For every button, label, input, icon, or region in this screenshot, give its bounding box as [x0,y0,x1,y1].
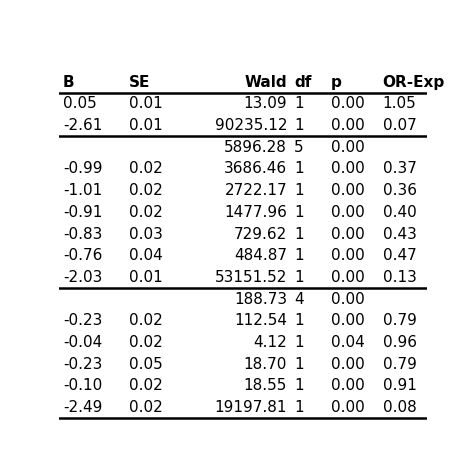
Text: OR-Exp: OR-Exp [383,75,445,90]
Text: -0.04: -0.04 [63,335,102,350]
Text: 1: 1 [294,356,304,372]
Text: -0.83: -0.83 [63,227,102,242]
Text: 18.55: 18.55 [244,378,287,393]
Text: p: p [331,75,342,90]
Text: 4.12: 4.12 [253,335,287,350]
Text: df: df [294,75,312,90]
Text: 0.00: 0.00 [331,270,365,285]
Text: 0.04: 0.04 [129,248,163,263]
Text: -2.03: -2.03 [63,270,102,285]
Text: 1: 1 [294,313,304,328]
Text: 0.00: 0.00 [331,356,365,372]
Text: 1: 1 [294,162,304,176]
Text: 0.01: 0.01 [129,97,163,111]
Text: 0.00: 0.00 [331,162,365,176]
Text: 0.02: 0.02 [129,313,163,328]
Text: 0.43: 0.43 [383,227,416,242]
Text: 112.54: 112.54 [234,313,287,328]
Text: 0.00: 0.00 [331,227,365,242]
Text: -1.01: -1.01 [63,183,102,198]
Text: 0.96: 0.96 [383,335,417,350]
Text: -0.10: -0.10 [63,378,102,393]
Text: Wald: Wald [245,75,287,90]
Text: 0.00: 0.00 [331,140,365,155]
Text: 1: 1 [294,378,304,393]
Text: 5: 5 [294,140,304,155]
Text: 1: 1 [294,400,304,415]
Text: 0.13: 0.13 [383,270,416,285]
Text: 1477.96: 1477.96 [224,205,287,220]
Text: 0.02: 0.02 [129,400,163,415]
Text: 0.00: 0.00 [331,183,365,198]
Text: SE: SE [129,75,150,90]
Text: 0.08: 0.08 [383,400,416,415]
Text: 0.05: 0.05 [63,97,97,111]
Text: 188.73: 188.73 [234,292,287,307]
Text: 0.37: 0.37 [383,162,416,176]
Text: 0.01: 0.01 [129,118,163,133]
Text: 0.00: 0.00 [331,313,365,328]
Text: 0.79: 0.79 [383,313,416,328]
Text: 0.02: 0.02 [129,335,163,350]
Text: 1.05: 1.05 [383,97,416,111]
Text: -0.91: -0.91 [63,205,102,220]
Text: 5896.28: 5896.28 [224,140,287,155]
Text: 0.01: 0.01 [129,270,163,285]
Text: 0.02: 0.02 [129,378,163,393]
Text: 0.07: 0.07 [383,118,416,133]
Text: -2.61: -2.61 [63,118,102,133]
Text: -0.76: -0.76 [63,248,102,263]
Text: 1: 1 [294,227,304,242]
Text: -0.23: -0.23 [63,356,102,372]
Text: -0.99: -0.99 [63,162,102,176]
Text: 0.02: 0.02 [129,162,163,176]
Text: 0.36: 0.36 [383,183,417,198]
Text: 1: 1 [294,97,304,111]
Text: -0.23: -0.23 [63,313,102,328]
Text: 0.04: 0.04 [331,335,365,350]
Text: 18.70: 18.70 [244,356,287,372]
Text: 0.03: 0.03 [129,227,163,242]
Text: 3686.46: 3686.46 [224,162,287,176]
Text: 1: 1 [294,248,304,263]
Text: 0.00: 0.00 [331,118,365,133]
Text: 0.00: 0.00 [331,205,365,220]
Text: 0.00: 0.00 [331,378,365,393]
Text: 0.47: 0.47 [383,248,416,263]
Text: 1: 1 [294,183,304,198]
Text: 53151.52: 53151.52 [215,270,287,285]
Text: 90235.12: 90235.12 [215,118,287,133]
Text: 4: 4 [294,292,304,307]
Text: 1: 1 [294,205,304,220]
Text: 1: 1 [294,118,304,133]
Text: 1: 1 [294,335,304,350]
Text: 0.02: 0.02 [129,205,163,220]
Text: 484.87: 484.87 [234,248,287,263]
Text: 0.79: 0.79 [383,356,416,372]
Text: 1: 1 [294,270,304,285]
Text: 0.00: 0.00 [331,248,365,263]
Text: 0.91: 0.91 [383,378,416,393]
Text: 19197.81: 19197.81 [215,400,287,415]
Text: 0.40: 0.40 [383,205,416,220]
Text: 0.02: 0.02 [129,183,163,198]
Text: 0.05: 0.05 [129,356,163,372]
Text: B: B [63,75,74,90]
Text: 0.00: 0.00 [331,400,365,415]
Text: 729.62: 729.62 [234,227,287,242]
Text: 0.00: 0.00 [331,292,365,307]
Text: -2.49: -2.49 [63,400,102,415]
Text: 2722.17: 2722.17 [224,183,287,198]
Text: 13.09: 13.09 [243,97,287,111]
Text: 0.00: 0.00 [331,97,365,111]
